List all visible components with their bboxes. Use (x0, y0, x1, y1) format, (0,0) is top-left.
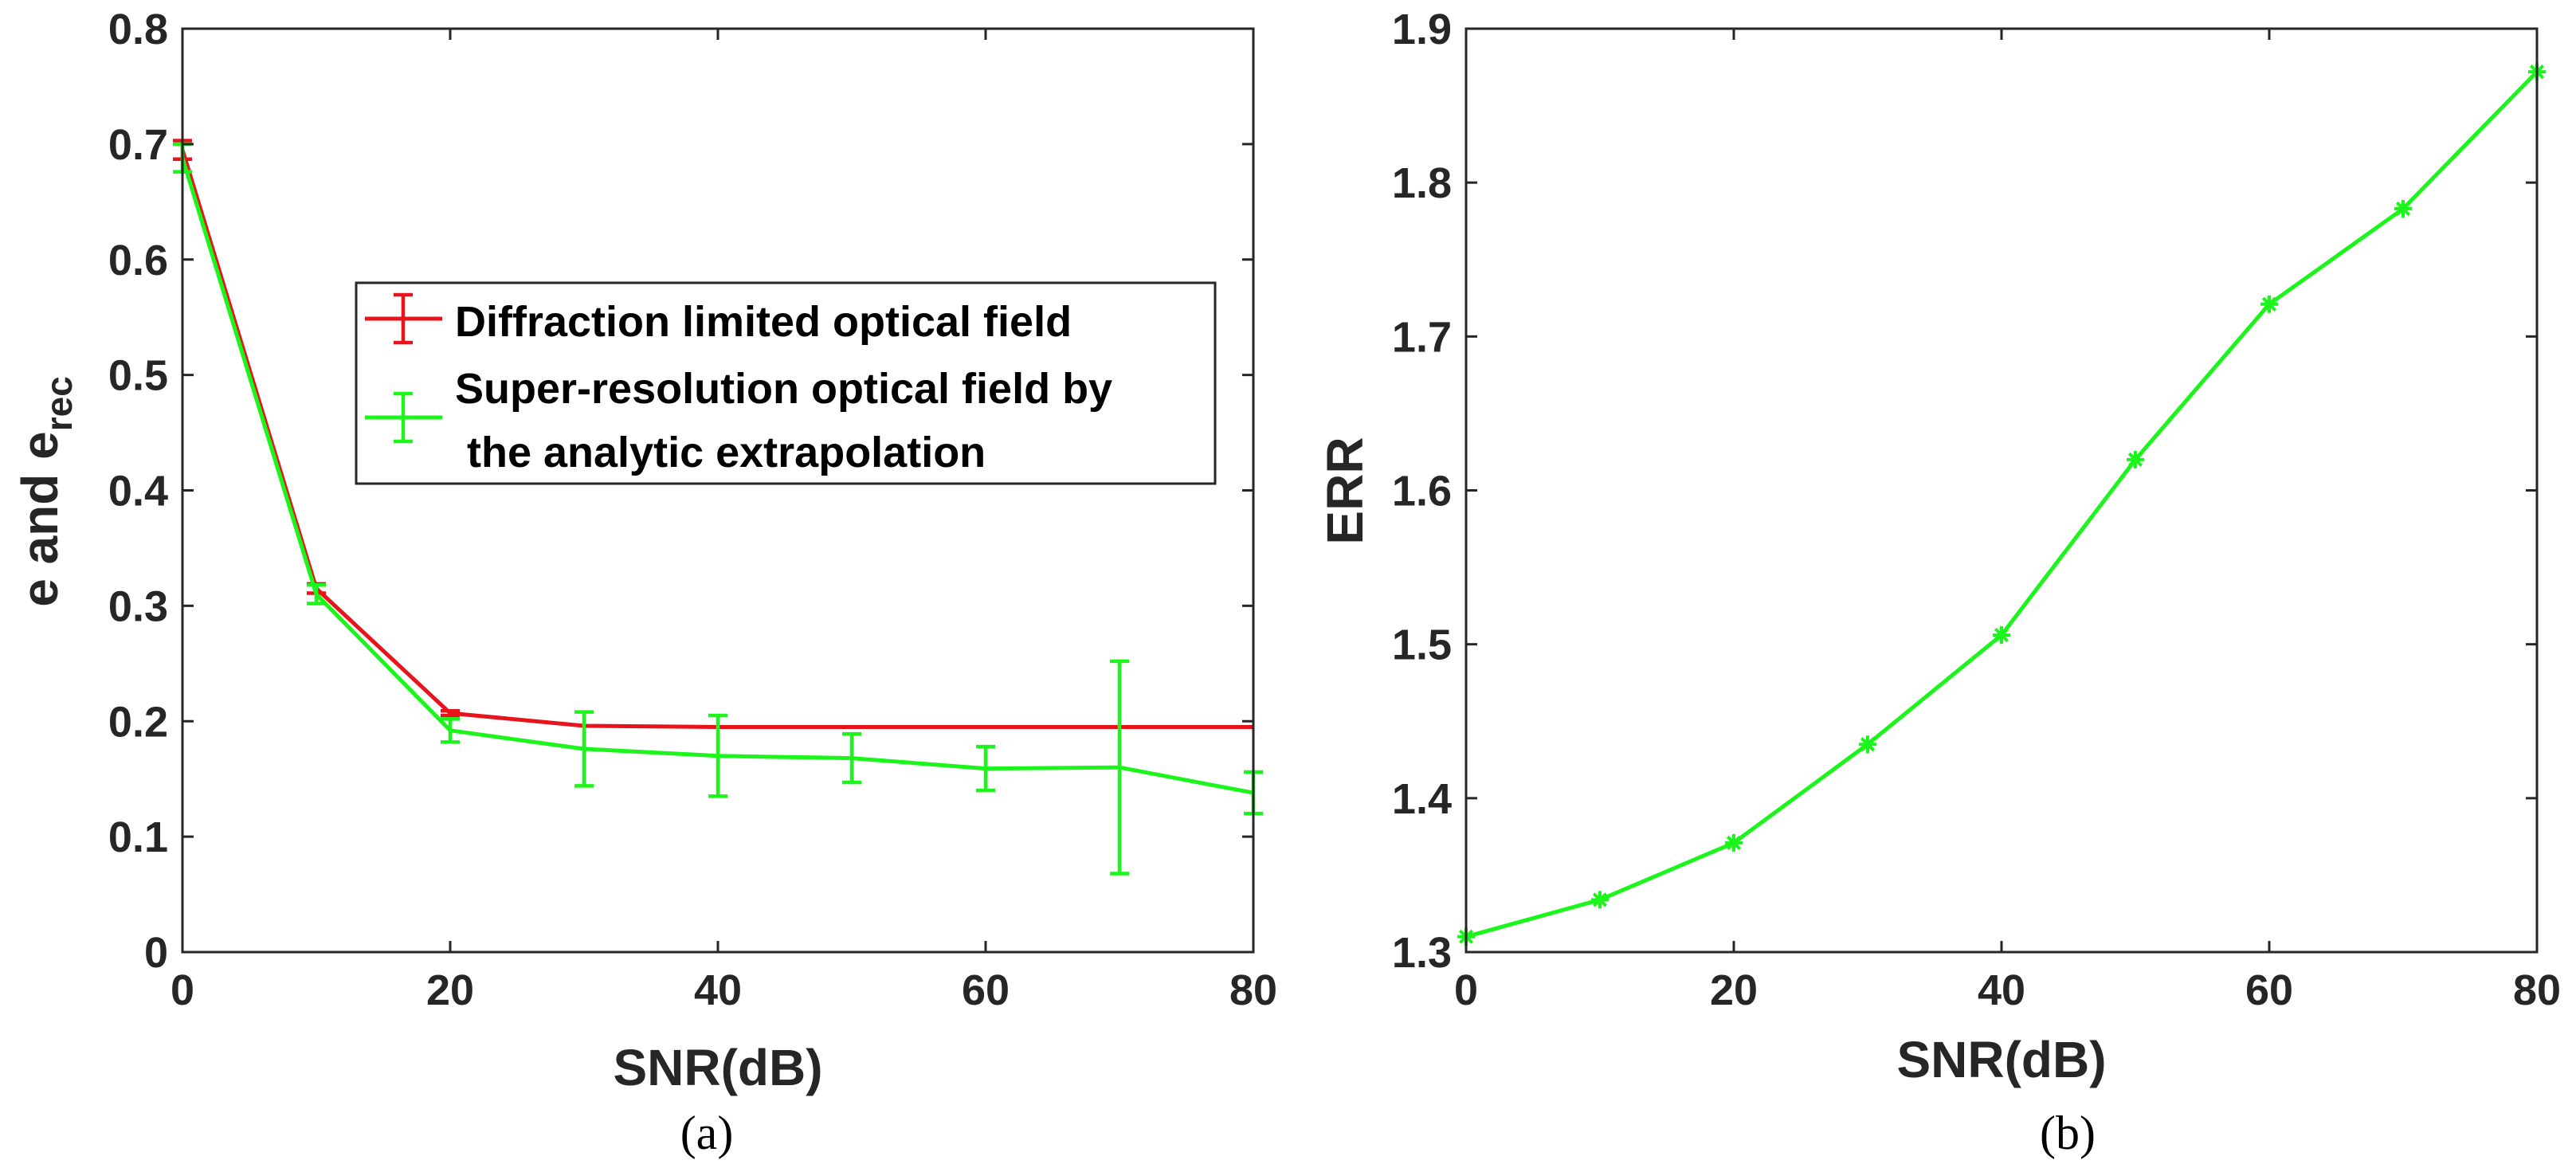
legend-box (355, 281, 1217, 485)
data-point-marker (2260, 295, 2278, 313)
legend-sample-superres (365, 391, 442, 444)
legend-label-superres-line2: the analytic extrapolation (455, 429, 986, 476)
y-tick-label: 1.9 (1392, 6, 1452, 53)
y-axis-label-sub: rec (38, 376, 80, 431)
x-tick-label: 0 (171, 966, 194, 1014)
data-point-marker (1859, 735, 1876, 754)
y-axis-label-main: e and e (11, 431, 69, 607)
data-point-marker (2127, 450, 2144, 468)
panel-a: 0 20 40 60 80 0 0.1 0.2 0.3 0.4 0.5 0.6 0.7 0.8 SNR(d… (11, 6, 1277, 1159)
legend: Diffraction limited optical field Super-… (355, 281, 1217, 485)
plot-frame (181, 27, 1255, 954)
legend-entry-diffraction: Diffraction limited optical field (365, 292, 1072, 346)
y-tick-label: 1.6 (1392, 468, 1452, 515)
caption-a: (a) (680, 1107, 734, 1159)
x-tick-label: 80 (1229, 966, 1277, 1014)
panel-b: 0 20 40 60 80 1.3 1.4 1.5 1.6 1.7 1.8 1.9 SNR(dB) E… (1316, 6, 2561, 1159)
x-tick-label: 60 (962, 966, 1010, 1014)
y-tick-label: 1.3 (1392, 929, 1452, 977)
y-tick-label: 1.4 (1392, 775, 1452, 823)
x-axis-label: SNR(dB) (613, 1039, 822, 1096)
y-tick-label: 1.5 (1392, 621, 1452, 669)
y-tick-label: 0.1 (108, 813, 168, 861)
y-tick-label: 0.3 (108, 582, 168, 630)
legend-sample-diffraction (365, 292, 442, 345)
x-tick-label: 40 (694, 966, 742, 1014)
y-tick-label: 0 (144, 929, 168, 977)
plot-frame (1464, 27, 2539, 954)
y-tick-label: 0.7 (108, 121, 168, 169)
x-tick-label: 80 (2513, 966, 2561, 1014)
x-tick-label: 60 (2245, 966, 2293, 1014)
data-point-marker (1591, 891, 1609, 909)
data-point-marker (1725, 833, 1743, 852)
y-tick-label: 0.8 (108, 6, 168, 53)
y-axis-label: e and erec (11, 376, 80, 607)
y-tick-label: 1.7 (1392, 313, 1452, 361)
x-axis-label: SNR(dB) (1896, 1031, 2106, 1088)
x-tick-label: 20 (1710, 966, 1758, 1014)
x-tick-label: 40 (1978, 966, 2025, 1014)
y-tick-label: 1.8 (1392, 159, 1452, 207)
series-line-err (1465, 70, 2539, 939)
caption-b: (b) (2040, 1107, 2096, 1159)
y-tick-label: 0.4 (108, 468, 168, 515)
legend-entry-superres: Super-resolution optical field by the an… (365, 365, 1112, 476)
legend-label-diffraction: Diffraction limited optical field (455, 298, 1072, 346)
legend-label-superres-line1: Super-resolution optical field by (455, 365, 1112, 413)
y-tick-label: 0.5 (108, 352, 168, 400)
data-point-marker (1993, 626, 2010, 645)
svg-text:e and erec: e and erec (11, 376, 80, 607)
data-point-marker (2394, 200, 2412, 218)
x-tick-label: 0 (1454, 966, 1478, 1014)
x-tick-label: 20 (426, 966, 474, 1014)
y-axis-label: ERR (1316, 437, 1374, 544)
y-tick-label: 0.2 (108, 698, 168, 746)
y-tick-label: 0.6 (108, 237, 168, 284)
